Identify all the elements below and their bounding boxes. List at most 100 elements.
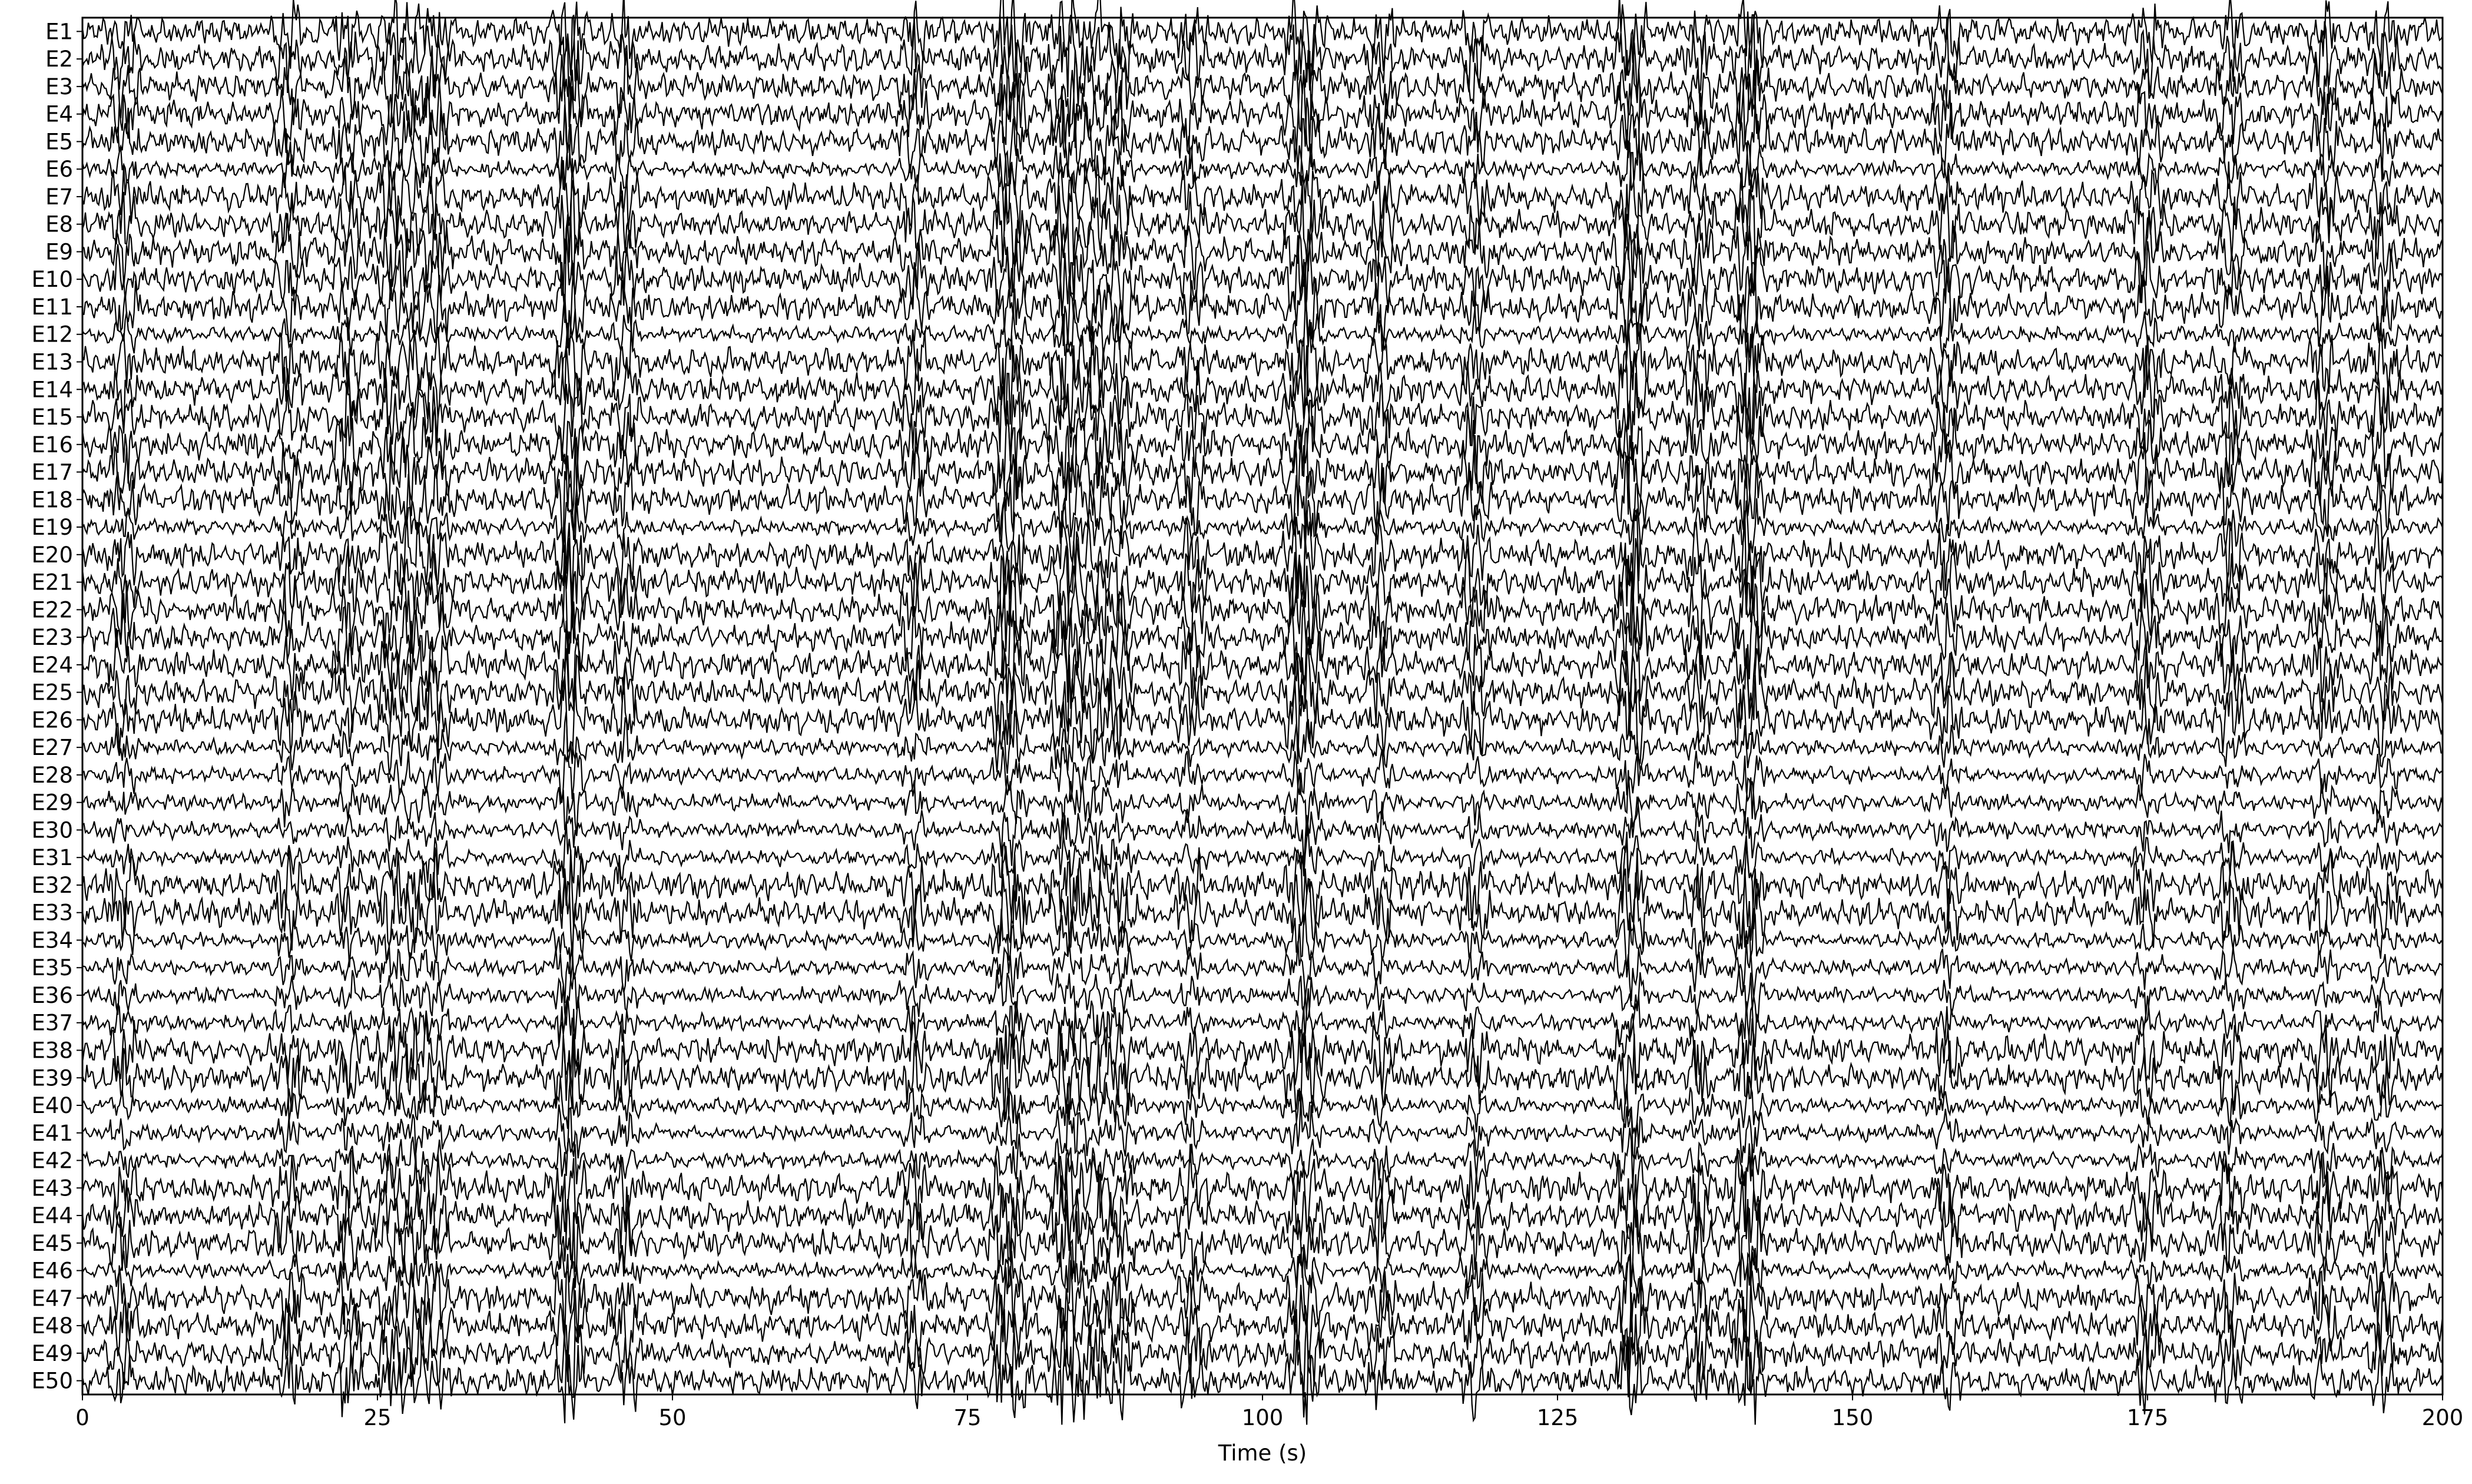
y-tick-label-E5: E5 bbox=[45, 129, 73, 154]
y-tick-label-E1: E1 bbox=[45, 19, 73, 44]
y-tick-label-E20: E20 bbox=[32, 542, 73, 568]
trace-E38 bbox=[81, 1005, 2444, 1095]
trace-E44 bbox=[81, 1171, 2443, 1260]
trace-E33 bbox=[81, 868, 2444, 957]
y-tick-label-E14: E14 bbox=[32, 377, 73, 402]
x-tick-label-150: 150 bbox=[1832, 1405, 1874, 1430]
trace-E13 bbox=[81, 322, 2443, 408]
y-tick-label-E39: E39 bbox=[32, 1065, 73, 1091]
y-tick-label-E25: E25 bbox=[32, 680, 73, 705]
y-tick-label-E8: E8 bbox=[45, 212, 73, 237]
y-tick-label-E34: E34 bbox=[32, 928, 73, 953]
y-tick-label-E24: E24 bbox=[32, 652, 73, 678]
y-ticks-group: E1E2E3E4E5E6E7E8E9E10E11E12E13E14E15E16E… bbox=[32, 19, 82, 1394]
trace-E29 bbox=[82, 768, 2444, 839]
trace-E22 bbox=[82, 564, 2444, 654]
y-tick-label-E41: E41 bbox=[32, 1121, 73, 1146]
trace-E4 bbox=[81, 69, 2444, 158]
trace-E11 bbox=[82, 262, 2443, 352]
y-tick-label-E6: E6 bbox=[45, 157, 73, 182]
trace-E24 bbox=[81, 620, 2443, 709]
trace-E21 bbox=[81, 538, 2443, 627]
trace-E26 bbox=[82, 675, 2444, 764]
x-tick-label-50: 50 bbox=[658, 1405, 686, 1430]
traces-group bbox=[81, 0, 2444, 1425]
trace-E8 bbox=[81, 179, 2444, 269]
y-tick-label-E49: E49 bbox=[32, 1341, 73, 1366]
y-tick-label-E28: E28 bbox=[32, 763, 73, 788]
trace-E17 bbox=[81, 427, 2444, 516]
axes-frame bbox=[81, 16, 2444, 1396]
trace-E2 bbox=[81, 14, 2443, 104]
y-tick-label-E10: E10 bbox=[32, 267, 73, 292]
y-tick-label-E44: E44 bbox=[32, 1203, 73, 1228]
y-tick-label-E38: E38 bbox=[32, 1038, 73, 1064]
y-tick-label-E18: E18 bbox=[32, 487, 73, 512]
trace-E37 bbox=[81, 988, 2444, 1052]
y-tick-label-E27: E27 bbox=[32, 735, 73, 760]
y-tick-label-E30: E30 bbox=[32, 817, 73, 843]
y-tick-label-E35: E35 bbox=[32, 955, 73, 980]
trace-E49 bbox=[81, 1309, 2443, 1398]
x-tick-label-75: 75 bbox=[953, 1405, 981, 1430]
y-tick-label-E15: E15 bbox=[32, 405, 73, 430]
x-tick-label-200: 200 bbox=[2422, 1405, 2464, 1430]
trace-E42 bbox=[82, 1128, 2444, 1191]
y-tick-label-E43: E43 bbox=[32, 1175, 73, 1201]
y-tick-label-E16: E16 bbox=[32, 432, 73, 458]
trace-E1 bbox=[81, 0, 2443, 76]
y-tick-label-E40: E40 bbox=[32, 1093, 73, 1118]
y-tick-label-E32: E32 bbox=[32, 873, 73, 898]
y-tick-label-E50: E50 bbox=[32, 1369, 73, 1394]
trace-E40 bbox=[82, 1074, 2443, 1138]
trace-E16 bbox=[81, 399, 2444, 489]
trace-E15 bbox=[81, 373, 2444, 462]
trace-E18 bbox=[81, 455, 2444, 544]
y-tick-label-E45: E45 bbox=[32, 1231, 73, 1256]
y-tick-label-E3: E3 bbox=[45, 74, 73, 100]
y-tick-label-E31: E31 bbox=[32, 845, 73, 870]
trace-E30 bbox=[82, 796, 2443, 868]
trace-E6 bbox=[81, 140, 2443, 198]
y-tick-label-E19: E19 bbox=[32, 515, 73, 540]
trace-E10 bbox=[81, 235, 2444, 324]
trace-E35 bbox=[82, 939, 2443, 1003]
trace-E45 bbox=[82, 1198, 2443, 1289]
trace-E28 bbox=[82, 746, 2443, 819]
trace-E36 bbox=[82, 967, 2443, 1026]
x-axis-label: Time (s) bbox=[1218, 1440, 1307, 1466]
trace-E19 bbox=[82, 497, 2444, 562]
trace-E47 bbox=[81, 1251, 2443, 1343]
y-tick-label-E11: E11 bbox=[32, 294, 73, 320]
trace-E23 bbox=[81, 593, 2443, 682]
trace-E48 bbox=[82, 1281, 2444, 1370]
x-tick-label-25: 25 bbox=[363, 1405, 391, 1430]
y-tick-label-E23: E23 bbox=[32, 625, 73, 650]
y-tick-label-E7: E7 bbox=[45, 184, 73, 210]
trace-E27 bbox=[82, 710, 2443, 775]
x-tick-label-175: 175 bbox=[2127, 1405, 2169, 1430]
trace-E43 bbox=[81, 1144, 2444, 1233]
trace-E14 bbox=[82, 345, 2444, 435]
y-tick-label-E47: E47 bbox=[32, 1286, 73, 1311]
x-tick-label-0: 0 bbox=[75, 1405, 90, 1430]
trace-E7 bbox=[81, 152, 2443, 241]
x-tick-label-125: 125 bbox=[1537, 1405, 1579, 1430]
trace-E20 bbox=[81, 509, 2444, 599]
y-tick-label-E2: E2 bbox=[45, 47, 73, 72]
trace-E3 bbox=[81, 42, 2443, 133]
trace-E41 bbox=[82, 1098, 2444, 1163]
y-tick-label-E4: E4 bbox=[45, 102, 73, 127]
y-tick-label-E29: E29 bbox=[32, 790, 73, 816]
trace-E46 bbox=[82, 1238, 2443, 1295]
y-tick-label-E13: E13 bbox=[32, 350, 73, 375]
y-tick-label-E46: E46 bbox=[32, 1258, 73, 1284]
y-tick-label-E36: E36 bbox=[32, 983, 73, 1008]
trace-E50 bbox=[81, 1334, 2444, 1425]
trace-E32 bbox=[81, 840, 2444, 929]
x-ticks-group: 0 25 50 75 100 125 150 175 200 bbox=[75, 1394, 2463, 1430]
x-tick-label-100: 100 bbox=[1242, 1405, 1284, 1430]
trace-E39 bbox=[81, 1032, 2444, 1122]
